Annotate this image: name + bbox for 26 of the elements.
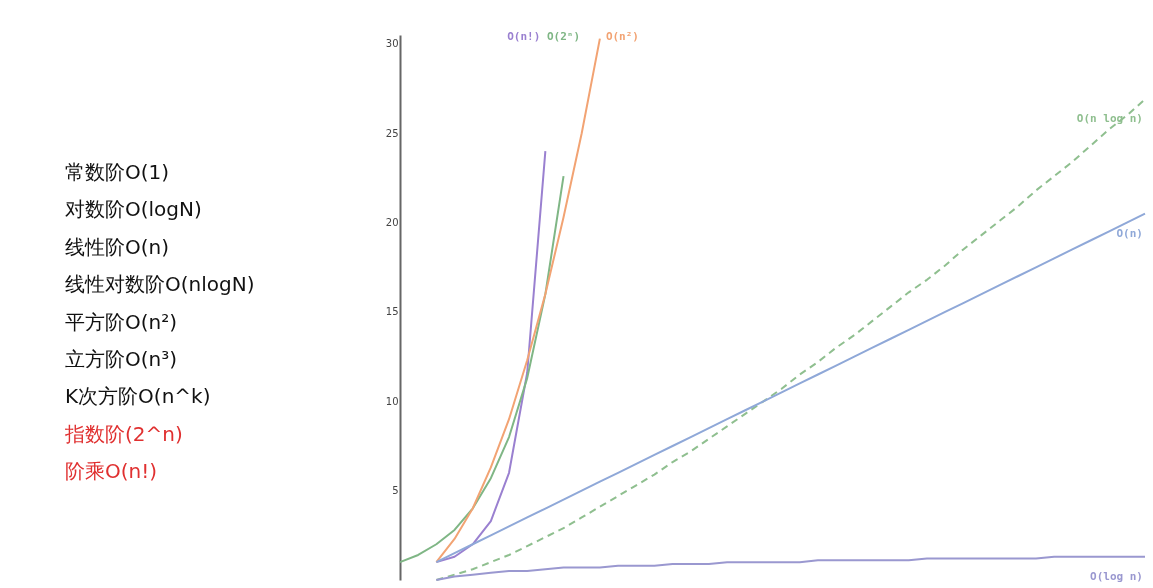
series-label: O(n) [1116,226,1143,240]
text: 常数阶O(1) [65,160,170,184]
text: 对数阶O(logN) [65,197,202,222]
line-series [435,150,547,564]
text: 线性对数阶O(nlogN) [65,272,255,297]
text: O(2ⁿ) [546,30,581,43]
line-series [399,175,565,564]
series-label: O(log n) [1090,569,1143,583]
line-series [435,212,1146,564]
text: 立方阶O(n³) [65,347,178,371]
series-label: O(n log n) [1076,112,1143,126]
y-tick-label: 25 [385,127,399,139]
line-series [435,98,1146,581]
text: O(n!) [507,30,541,43]
text: 平方阶O(n²) [65,309,178,334]
y-tick-label: 10 [385,395,399,407]
y-tick-label: 15 [385,306,399,318]
y-tick-label: 5 [392,485,399,497]
text: 指数阶(2^n) [64,421,183,446]
text: K次方阶O(n^k) [65,384,211,409]
line-series [435,555,1146,581]
text: 线性阶O(n) [65,234,170,259]
text: 阶乘O(n!) [65,459,158,484]
y-tick-label: 20 [385,217,399,229]
y-tick-label: 30 [385,38,399,50]
series-label: O(n²) [605,30,639,43]
